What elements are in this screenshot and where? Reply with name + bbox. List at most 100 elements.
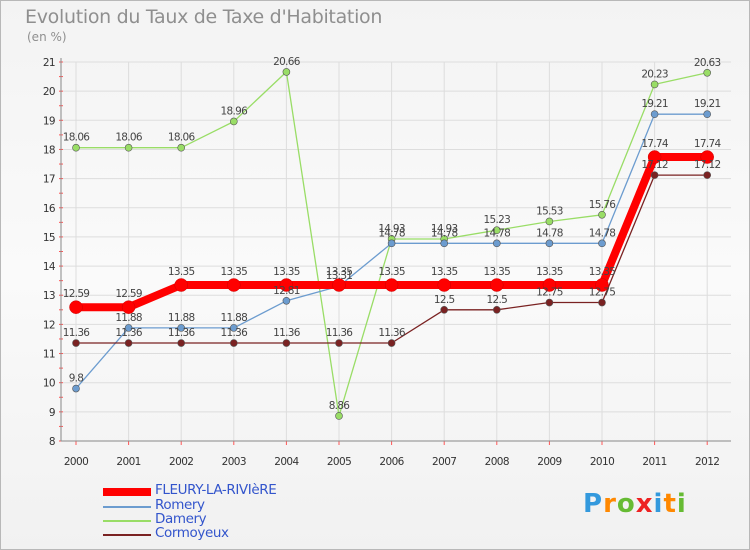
y-tick-label: 19	[43, 115, 55, 127]
data-label: 15.76	[589, 199, 617, 211]
logo-letter: P	[583, 489, 604, 519]
legend-swatch	[103, 520, 151, 522]
x-tick-label: 2011	[642, 456, 666, 468]
proxiti-logo: Proxiti	[583, 489, 687, 519]
data-point	[598, 298, 606, 307]
legend-swatch	[103, 534, 151, 536]
data-label: 18.06	[168, 132, 196, 144]
data-label: 14.78	[536, 227, 563, 239]
legend-item-romery: Romery	[103, 497, 343, 514]
data-label: 20.63	[694, 57, 721, 69]
data-point	[124, 339, 133, 347]
data-point	[282, 296, 291, 305]
logo-letter: t	[663, 489, 677, 519]
data-label: 11.88	[221, 312, 248, 324]
data-label: 18.06	[115, 132, 143, 144]
data-point	[230, 117, 238, 126]
legend-swatch	[103, 488, 151, 496]
data-point	[545, 217, 554, 226]
y-tick-label: 20	[43, 86, 55, 98]
data-label: 13.35	[378, 266, 405, 278]
y-tick-label: 13	[43, 290, 55, 302]
x-tick-label: 2007	[432, 456, 456, 468]
data-point	[69, 300, 83, 314]
data-label: 17.74	[694, 138, 722, 150]
chart-grid	[61, 61, 731, 441]
data-point	[124, 324, 133, 332]
legend-label: Cormoyeux	[155, 525, 229, 541]
y-tick-label: 11	[43, 349, 55, 361]
data-label: 9.8	[69, 373, 84, 385]
line-chart: 8 9 10 11 12 13 14 15 16 17 18 19 20 21 2000 2001 2002 20…	[43, 56, 731, 468]
data-label: 15.53	[536, 205, 563, 217]
chart-title: Evolution du Taux de Taxe d'Habitation	[25, 6, 383, 28]
data-point	[542, 278, 557, 292]
data-label: 13.35	[431, 266, 458, 278]
data-label: 11.36	[221, 327, 249, 339]
data-point	[545, 239, 554, 248]
data-point	[72, 384, 80, 393]
y-tick-label: 17	[43, 174, 55, 186]
legend-label: Romery	[155, 497, 205, 513]
data-point	[387, 339, 396, 347]
data-point	[72, 339, 80, 347]
data-label: 17.74	[641, 138, 669, 150]
data-label: 11.36	[378, 327, 406, 339]
logo-letter: r	[603, 489, 617, 519]
data-label: 12.59	[63, 288, 90, 300]
legend-label: FLEURY-LA-RIVIèRE	[155, 482, 277, 498]
data-point	[440, 306, 449, 314]
legend-item-fleury: FLEURY-LA-RIVIèRE	[103, 482, 343, 499]
data-point	[703, 110, 712, 118]
data-label: 12.59	[115, 288, 142, 300]
data-label: 12.5	[434, 294, 455, 306]
data-point	[703, 68, 712, 77]
data-label: 14.78	[589, 227, 616, 239]
x-tick-label: 2010	[590, 456, 614, 468]
data-label: 13.35	[536, 266, 563, 278]
data-label: 13.35	[326, 266, 353, 278]
logo-letter: o	[616, 489, 636, 519]
data-label: 20.66	[273, 56, 301, 68]
data-point	[387, 239, 396, 248]
data-label: 19.21	[641, 98, 668, 110]
data-point	[335, 339, 343, 347]
y-tick-label: 9	[49, 407, 55, 419]
data-point	[177, 339, 185, 347]
y-tick-label: 8	[49, 436, 55, 448]
data-point	[545, 298, 554, 307]
data-label: 12.5	[487, 294, 508, 306]
data-label: 19.21	[694, 98, 721, 110]
data-label: 14.78	[431, 227, 458, 239]
x-tick-label: 2005	[327, 456, 351, 468]
data-point	[598, 239, 606, 248]
data-point	[595, 278, 609, 292]
data-label: 20.23	[641, 68, 668, 80]
chart-axes: 8 9 10 11 12 13 14 15 16 17 18 19 20 21 2000 2001 2002 20…	[43, 57, 731, 468]
y-tick-label: 14	[43, 261, 56, 273]
data-point	[700, 150, 714, 164]
data-label: 17.12	[641, 159, 668, 171]
x-tick-label: 2008	[485, 456, 509, 468]
data-point	[492, 306, 501, 314]
data-point	[72, 143, 80, 152]
x-tick-label: 2000	[64, 456, 88, 468]
data-label: 14.93	[378, 223, 405, 235]
data-label: 8.86	[329, 400, 351, 412]
data-point	[282, 68, 291, 76]
data-label: 13.35	[273, 266, 300, 278]
x-tick-label: 2003	[222, 456, 246, 468]
data-label: 11.36	[63, 327, 91, 339]
logo-letter: i	[653, 489, 664, 519]
data-label: 11.88	[115, 312, 142, 324]
data-label: 12.81	[273, 285, 300, 297]
y-tick-label: 18	[43, 144, 55, 156]
data-label: 11.36	[326, 327, 354, 339]
y-tick-label: 15	[43, 232, 55, 244]
data-label: 12.75	[536, 287, 563, 299]
y-tick-label: 16	[43, 203, 56, 215]
data-label: 11.36	[273, 327, 301, 339]
data-point	[598, 210, 606, 219]
